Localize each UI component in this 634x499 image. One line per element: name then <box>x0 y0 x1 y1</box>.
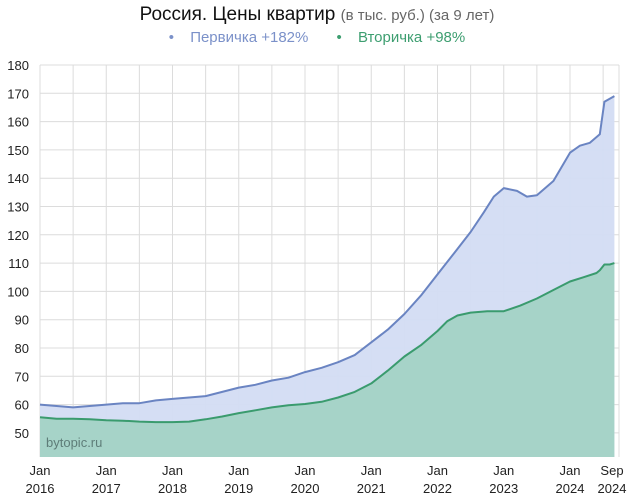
legend-item-primary[interactable]: • Первичка +182% <box>163 29 319 46</box>
x-tick-label: 2021 <box>357 481 386 496</box>
chart-title: Россия. Цены квартир (в тыс. руб.) (за 9… <box>0 4 634 26</box>
x-tick-label: Jan <box>96 463 117 478</box>
x-tick-label: 2022 <box>423 481 452 496</box>
x-tick-label: 2023 <box>489 481 518 496</box>
x-axis: Jan 2016 Jan 2017 Jan 2018 Jan 2019 Jan 2020 Jan 20… <box>26 463 627 496</box>
y-tick-label: 70 <box>15 369 29 384</box>
primary-line[interactable] <box>39 95 615 409</box>
y-axis: 50 60 70 80 90 100 110 120 130 140 150 160 170 180 <box>7 58 29 441</box>
legend-label: Первичка +182% <box>190 29 309 46</box>
x-tick-label: 2020 <box>291 481 320 496</box>
y-tick-label: 50 <box>15 426 29 441</box>
chart-legend: • Первичка +182% • Вторичка +98% <box>0 29 634 46</box>
x-tick-label: 2024 <box>556 481 585 496</box>
legend-label: Вторичка +98% <box>357 29 466 46</box>
y-tick-label: 80 <box>15 341 29 356</box>
x-tick-label: Jan <box>295 463 316 478</box>
x-tick-label: Jan <box>361 463 382 478</box>
y-tick-label: 110 <box>8 256 29 271</box>
y-tick-label: 150 <box>7 143 29 158</box>
x-tick-label: Jan <box>493 463 514 478</box>
x-tick-label: 2017 <box>92 481 121 496</box>
x-tick-label: Jan <box>30 463 51 478</box>
series-areas <box>39 95 615 457</box>
legend-bullet-icon: • <box>168 29 175 46</box>
y-tick-label: 130 <box>7 200 29 215</box>
chart-title-main: Россия. Цены квартир <box>139 4 336 25</box>
x-tick-label: Jan <box>427 463 448 478</box>
x-tick-label: 2018 <box>158 481 187 496</box>
x-tick-label: Jan <box>228 463 249 478</box>
y-tick-label: 140 <box>7 171 29 186</box>
y-tick-label: 180 <box>7 58 29 73</box>
y-tick-label: 100 <box>7 284 29 299</box>
legend-bullet-icon: • <box>336 29 342 46</box>
y-tick-label: 160 <box>7 115 29 130</box>
secondary-area <box>40 263 615 457</box>
y-tick-label: 170 <box>7 86 29 101</box>
y-tick-label: 90 <box>15 313 29 328</box>
x-tick-label: 2024 <box>598 481 627 496</box>
secondary-line[interactable] <box>39 262 615 424</box>
y-tick-label: 120 <box>7 228 29 243</box>
x-tick-label: Sep <box>600 463 623 478</box>
x-tick-label: 2016 <box>26 481 55 496</box>
x-tick-label: Jan <box>162 463 183 478</box>
chart-title-sub: (в тыс. руб.) (за 9 лет) <box>340 7 495 24</box>
watermark: bytopic.ru <box>46 435 102 450</box>
y-tick-label: 60 <box>15 398 29 413</box>
x-tick-label: Jan <box>560 463 581 478</box>
x-tick-label: 2019 <box>224 481 253 496</box>
legend-item-secondary[interactable]: • Вторичка +98% <box>331 29 472 46</box>
